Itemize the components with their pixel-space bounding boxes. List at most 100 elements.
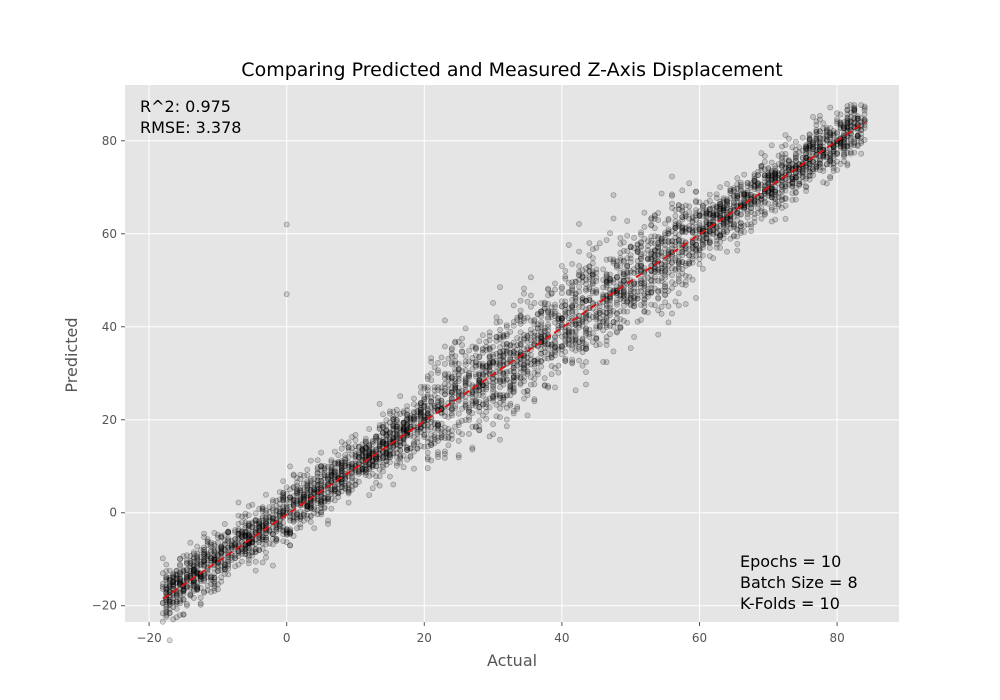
scatter-point [497,352,503,359]
scatter-point [159,555,166,562]
scatter-point [545,316,551,322]
scatter-point [744,188,751,194]
scatter-point [166,578,173,584]
scatter-point [369,461,376,468]
scatter-point [290,472,297,479]
scatter-point [724,205,730,211]
scatter-point [479,360,486,367]
scatter-point [256,518,263,524]
scatter-point [331,448,338,455]
scatter-point [713,191,720,198]
scatter-point [190,566,197,573]
scatter-point [627,345,634,351]
scatter-point [545,285,551,292]
scatter-point [648,215,655,221]
scatter-point [851,106,858,112]
scatter-point [844,124,851,131]
scatter-point [751,175,758,182]
x-tick-label: −20 [136,631,161,645]
scatter-point [345,439,352,446]
scatter-point [428,442,435,449]
scatter-point [352,437,359,443]
scatter-point [280,494,287,501]
scatter-point [779,196,785,203]
scatter-point [792,152,799,159]
x-tick-label: 80 [829,631,844,645]
scatter-point [448,345,455,352]
scatter-point [545,355,551,362]
scatter-point [352,477,359,484]
scatter-point [751,219,758,225]
scatter-point [503,423,510,430]
scatter-point [283,500,290,507]
scatter-point [435,369,441,376]
scatter-point [569,260,576,267]
scatter-point [617,277,624,284]
scatter-point [665,239,672,245]
scatter-point [476,338,483,345]
scatter-point [359,446,366,453]
scatter-point [703,199,710,206]
scatter-point [703,231,710,237]
scatter-point [710,231,717,238]
scatter-point [369,470,376,477]
scatter-point [197,584,204,591]
scatter-point [490,299,496,306]
scatter-point [469,410,476,416]
scatter-point [245,531,252,538]
scatter-point [569,308,576,315]
scatter-point [841,158,847,165]
scatter-point [789,196,796,203]
scatter-point [751,201,758,208]
scatter-point [799,179,806,186]
scatter-point [383,430,390,437]
scatter-point [765,178,772,185]
scatter-point [208,574,214,581]
scatter-point [493,413,500,420]
scatter-point [524,412,531,419]
scatter-point [672,212,679,219]
scatter-point [813,127,820,134]
scatter-point [424,454,431,461]
scatter-point [514,317,521,324]
scatter-point [820,153,827,159]
scatter-point [627,255,634,262]
scatter-point [565,288,572,295]
scatter-point [252,567,259,574]
scatter-point [576,248,582,255]
scatter-point [393,460,400,466]
scatter-point [600,327,607,334]
scatter-point [806,132,813,139]
x-tick-label: 40 [554,631,569,645]
scatter-point [386,452,393,459]
scatter-point [170,604,177,610]
scatter-point [300,511,307,518]
scatter-point [861,111,868,118]
scatter-point [734,191,741,197]
scatter-point [844,106,851,113]
scatter-point [393,433,400,440]
scatter-point [603,322,610,329]
scatter-point [435,454,441,461]
scatter-point [493,363,500,370]
scatter-point [713,237,720,244]
scatter-point [452,385,459,392]
scatter-point [376,473,383,480]
scatter-point [170,577,177,584]
scatter-point [617,308,624,314]
scatter-point [414,445,421,452]
scatter-point [276,500,283,507]
scatter-point [397,453,404,459]
scatter-point [817,135,823,142]
scatter-point [507,402,514,409]
scatter-point [328,457,335,463]
scatter-point [466,358,472,365]
scatter-point [517,369,524,376]
scatter-point [201,549,207,555]
scatter-point [679,237,686,244]
scatter-point [589,255,596,261]
scatter-point [417,425,424,432]
scatter-point [706,245,713,251]
scatter-point [221,521,228,527]
scatter-point [534,371,541,378]
